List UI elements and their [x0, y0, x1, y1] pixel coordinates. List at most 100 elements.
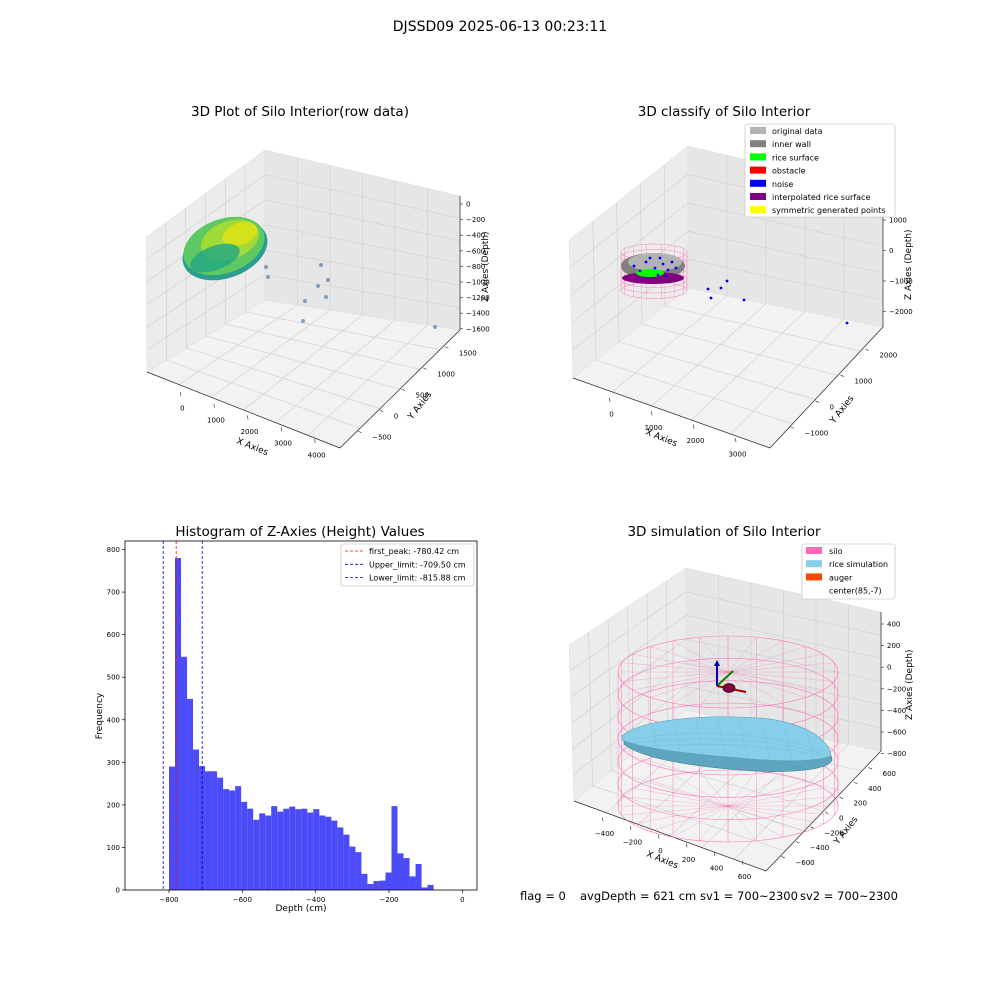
classify-gridline [687, 230, 884, 274]
classify-y-tick-label: 1000 [854, 378, 872, 386]
histogram-bar [241, 801, 248, 890]
histogram-bars [169, 558, 434, 890]
simulation-y-tick-label: 400 [868, 785, 881, 793]
simulation-y-tick-label: 600 [883, 770, 896, 778]
simulation-z-tick-label: −400 [887, 707, 906, 715]
classify-gridline [664, 305, 861, 352]
simulation-legend-label: auger [829, 573, 853, 582]
classify-gridline [690, 311, 806, 421]
histogram-bar [175, 558, 182, 890]
histogram-bar [331, 820, 338, 890]
classify-legend-swatch [750, 166, 766, 174]
histogram-bar [229, 790, 236, 890]
histogram-x-tick-label: −600 [233, 896, 252, 904]
raw-outlier-point [326, 278, 330, 282]
classify-gridline [687, 202, 884, 247]
simulation-x-tick [714, 851, 716, 856]
histogram-legend-label: first_peak: -780.42 cm [369, 547, 459, 556]
simulation-legend: silo rice simulation auger center(85,-7) [801, 543, 896, 600]
histogram-bar [319, 815, 326, 890]
silo-bottom-spoke [727, 805, 806, 832]
histogram-y-tick-label: 800 [107, 546, 120, 554]
classify-y-tick-label: −1000 [805, 429, 829, 437]
rice-mesh-line [695, 723, 705, 761]
classify-z-tick-label: −2000 [889, 308, 913, 316]
histogram-bar [409, 876, 416, 890]
classify-noise-point [666, 268, 670, 272]
raw-y-tick-label: 0 [394, 413, 398, 421]
simulation-x-tick-label: 600 [738, 873, 751, 881]
raw-axis-ticks: 0 1000 2000 3000 4000 −500 0 500 1000 1500 0 −200 −4… [180, 201, 490, 459]
silo-bottom-spoke [632, 787, 729, 807]
histogram-x-tick-label: 0 [460, 896, 464, 904]
simulation-y-tick [824, 811, 829, 814]
histogram-bar [379, 880, 386, 890]
histogram-bar [427, 884, 434, 890]
classify-legend-frame [744, 123, 896, 218]
simulation-gridline [685, 591, 882, 636]
status-sv2: sv2 = 700~2300 [800, 889, 898, 903]
histogram-bar [301, 808, 308, 890]
simulation-z-tick-label: −600 [887, 729, 906, 737]
histogram-vlines [162, 541, 203, 890]
rice-mesh-line [631, 744, 823, 757]
silo-top-spoke [699, 637, 729, 673]
classify-y-tick-label: 0 [830, 403, 834, 411]
silo-top-spoke [672, 640, 729, 673]
silo-bottom-spoke [650, 805, 729, 832]
classify-gridline [592, 221, 597, 361]
classify-noise-point [674, 266, 678, 270]
raw-z-tick-label: −1000 [466, 279, 490, 287]
raw-z-tick-label: −1600 [466, 325, 490, 333]
histogram-bar [193, 749, 200, 890]
histogram-bar [313, 809, 320, 890]
status-flag: flag = 0 [520, 889, 566, 903]
auger-y-arrow [716, 670, 734, 687]
classify-point-cloud [620, 243, 849, 325]
classify-gridline [640, 183, 643, 325]
rice-mesh-line [783, 726, 793, 761]
classify-noise-point [648, 256, 652, 260]
raw-y-axis-line [339, 329, 461, 449]
raw-bowl-base [190, 243, 240, 273]
classify-noise-point [653, 266, 657, 270]
histogram-bar [295, 809, 302, 890]
histogram-plot-frame [124, 540, 478, 891]
simulation-x-tick [686, 843, 688, 848]
classify-gridline [641, 323, 838, 376]
raw-y-tick [379, 409, 384, 412]
histogram-bar [385, 872, 392, 890]
silo-bottom-spoke [727, 780, 806, 807]
classify-noise-point [638, 269, 642, 273]
histogram-y-tick-label: 500 [107, 674, 120, 682]
classify-gridline [616, 202, 620, 343]
status-avg-depth: avgDepth = 621 cm [580, 889, 696, 903]
classify-noise-point [656, 273, 660, 277]
classify-y-tick [865, 348, 870, 351]
classify-y-tick [815, 400, 820, 403]
classify-legend-label: obstacle [772, 167, 806, 176]
simulation-y-tick [853, 782, 858, 785]
raw-outlier-point [301, 319, 305, 323]
classify-legend-swatch [750, 127, 766, 134]
histogram-bar [349, 846, 356, 890]
simulation-x-tick [630, 826, 632, 831]
raw-z-tick-label: −800 [466, 263, 485, 271]
histogram-bar [205, 771, 212, 890]
rice-simulation-surface [621, 716, 833, 772]
simulation-z-tick-label: −800 [887, 750, 906, 758]
classify-legend-swatch [750, 140, 766, 148]
classify-noise-point [706, 287, 710, 291]
classify-noise-point [632, 264, 636, 268]
simulation-x-tick [602, 817, 604, 822]
histogram-x-tick-label: −200 [379, 896, 398, 904]
raw-x-axis-label: X Axies [235, 437, 270, 459]
silo-bottom-spoke [632, 805, 729, 825]
histogram-bar [337, 827, 344, 890]
raw-outlier-point [264, 265, 268, 269]
raw-outlier-point [324, 295, 328, 299]
classify-x-tick [735, 438, 737, 443]
silo-top-spoke [727, 671, 806, 698]
rice-mesh-line [717, 721, 727, 761]
histogram-bar [217, 777, 224, 890]
